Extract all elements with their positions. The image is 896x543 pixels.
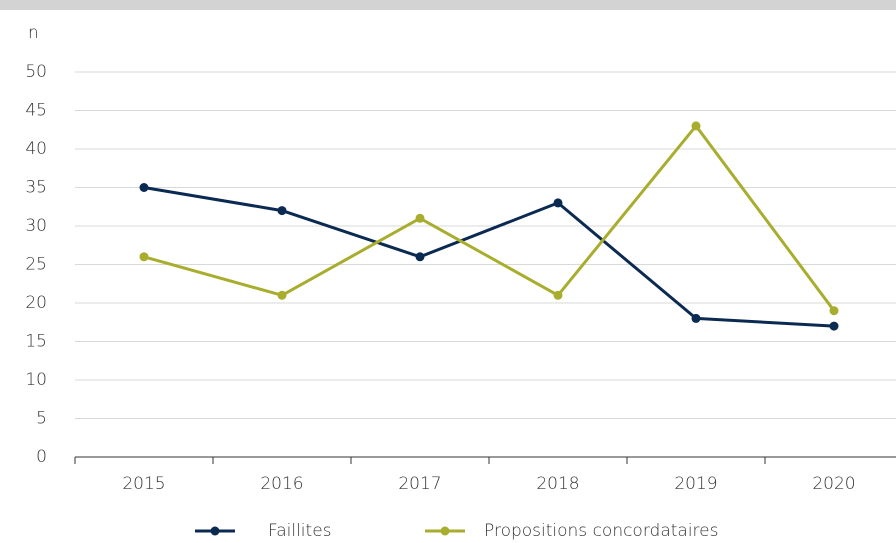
point	[277, 290, 287, 300]
x-tick-label: 2019	[674, 474, 717, 494]
legend-marker	[210, 526, 220, 536]
y-tick-label: 10	[25, 370, 47, 390]
legend-label: Faillites	[268, 521, 332, 541]
y-tick-label: 35	[25, 178, 47, 198]
series-line	[143, 124, 836, 312]
point	[139, 183, 149, 192]
point	[553, 198, 563, 208]
x-tick-label: 2017	[398, 474, 441, 494]
point	[139, 252, 149, 262]
point	[691, 121, 701, 131]
y-tick-label: 15	[25, 332, 47, 352]
y-axis-label: n	[28, 23, 39, 43]
point	[553, 290, 563, 300]
point	[277, 206, 287, 216]
x-tick-label: 2015	[122, 474, 165, 494]
point	[829, 321, 839, 331]
legend-label: Propositions concordataires	[484, 521, 718, 541]
y-tick-label: 5	[36, 409, 47, 429]
y-tick-label: 45	[25, 101, 47, 121]
y-tick-label: 30	[25, 216, 47, 236]
y-tick-label: 40	[25, 139, 47, 159]
y-tick-label: 0	[36, 447, 47, 467]
point	[691, 313, 701, 323]
y-tick-label: 25	[25, 255, 47, 275]
point	[415, 252, 425, 262]
y-tick-label: 50	[25, 62, 47, 82]
top-bar	[0, 0, 896, 10]
x-tick-label: 2018	[536, 474, 579, 494]
x-tick-label: 2020	[812, 474, 855, 494]
point	[829, 306, 839, 316]
point	[415, 213, 425, 223]
y-tick-label: 20	[25, 293, 47, 313]
x-tick-label: 2016	[260, 474, 303, 494]
series-line	[143, 186, 835, 328]
legend-marker	[440, 526, 450, 536]
